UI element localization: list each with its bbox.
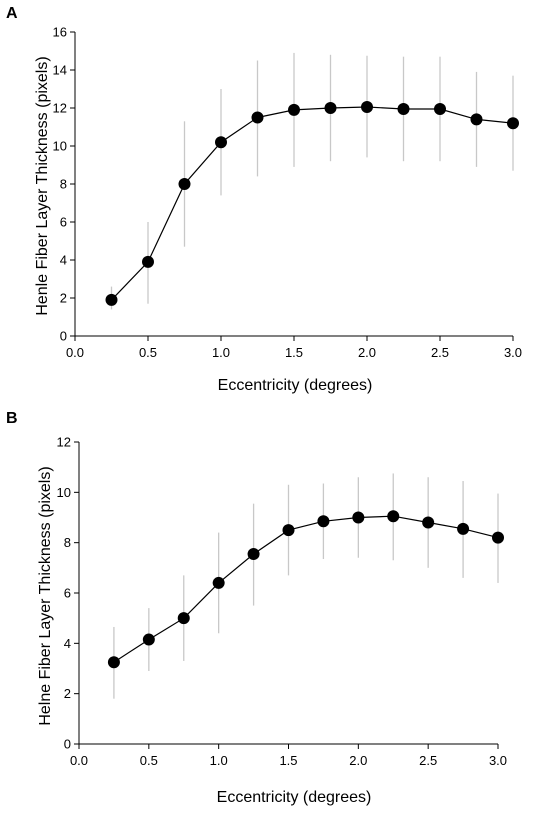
panel-b-data-point [142, 633, 155, 646]
panel-b-ticks: 0 2 4 6 8 10 12 0.0 0.5 1.0 1.5 2.0 2.5 3.0 [57, 435, 508, 769]
panel-b-y-tick-label: 8 [64, 535, 71, 550]
panel-a-data-point [178, 178, 191, 190]
panel-b-x-tick-label: 2.0 [349, 753, 367, 768]
panel-b-data-point [317, 515, 330, 528]
panel-a-y-tick-label: 0 [60, 329, 67, 344]
panel-b-data-point [247, 547, 260, 560]
panel-a-y-tick-label: 4 [60, 253, 67, 268]
panel-a-data-point [215, 136, 227, 149]
panel-b-y-tick-label: 6 [64, 586, 71, 601]
panel-a-data-point [397, 102, 410, 115]
panel-a-y-tick-label: 10 [53, 139, 67, 154]
panel-b-error-bars [113, 473, 499, 699]
panel-b-y-tick-label: 4 [64, 636, 71, 651]
panel-b-y-tick-label: 2 [64, 686, 71, 701]
panel-b-data-point [352, 511, 365, 524]
panel-b-y-tick-label: 12 [57, 435, 71, 450]
panel-b-x-tick-label: 0.0 [70, 753, 88, 768]
panel-b-x-tick-label: 1.0 [210, 753, 228, 768]
panel-a-data-point [361, 101, 373, 114]
panel-b-x-tick-label: 2.5 [419, 753, 437, 768]
panel-a-points [105, 101, 519, 306]
panel-a-x-tick-label: 3.0 [504, 345, 522, 360]
panel-a-y-tick-label: 2 [60, 291, 67, 306]
panel-a-ticks: 0 2 4 6 8 10 12 14 16 0.0 0.5 1.0 1.5 2.0 2.5 3.0 [53, 25, 523, 361]
panel-a-y-tick-label: 12 [53, 101, 67, 116]
panel-a-data-point [288, 103, 300, 116]
panel-b-data-point [387, 510, 400, 523]
panel-b-y-tick-label: 10 [57, 485, 71, 500]
panel-a-data-point [507, 117, 519, 130]
panel-a-y-tick-label: 8 [60, 177, 67, 192]
panel-b-series-line [113, 515, 499, 663]
panel-a-label: A [6, 5, 18, 22]
panel-b-y-tick-label: 0 [64, 737, 71, 752]
panel-a-x-tick-label: 1.0 [212, 345, 230, 360]
panel-b-x-tick-label: 1.5 [279, 753, 297, 768]
panel-a-data-point [105, 293, 118, 306]
panel-a-x-axis-title: Eccentricity (degrees) [218, 377, 373, 394]
panel-a-data-point [324, 102, 337, 114]
panel-b-data-point [492, 531, 504, 544]
panel-b-label: B [6, 410, 18, 427]
panel-b-data-point [282, 524, 295, 537]
panel-a-x-tick-label: 2.5 [431, 345, 449, 360]
panel-b-x-tick-label: 3.0 [489, 753, 507, 768]
panel-a-data-point [470, 113, 483, 126]
panel-a-y-tick-label: 16 [53, 25, 67, 40]
panel-a-x-tick-label: 0.0 [66, 345, 84, 360]
panel-a-x-tick-label: 0.5 [139, 345, 157, 360]
panel-b-data-point [107, 656, 120, 669]
panel-b-x-axis-title: Eccentricity (degrees) [217, 789, 372, 806]
panel-b-data-point [212, 576, 225, 589]
panel-b-points [107, 510, 504, 669]
panel-b-data-point [422, 516, 435, 529]
panel-b-x-tick-label: 0.5 [140, 753, 158, 768]
panel-b-chart: B Helne Fiber Layer Thickness (pixels) E… [6, 410, 507, 806]
panel-a-y-tick-label: 14 [53, 63, 67, 78]
panel-b-data-point [457, 522, 470, 535]
panel-a-data-point [434, 102, 446, 115]
panel-a-x-tick-label: 1.5 [285, 345, 303, 360]
panel-a-chart: A Henle Fiber Layer Thickness (pixels) E… [6, 5, 522, 394]
panel-a-y-tick-label: 6 [60, 215, 67, 230]
panel-a-data-point [251, 111, 264, 124]
panel-a-x-tick-label: 2.0 [358, 345, 376, 360]
panel-b-data-point [177, 612, 190, 625]
panel-a-series-line [111, 106, 514, 301]
panel-a-error-bars [110, 52, 514, 310]
panel-b-y-axis-title: Helne Fiber Layer Thickness (pixels) [37, 466, 54, 725]
panel-a-data-point [142, 255, 154, 268]
panel-a-y-axis-title: Henle Fiber Layer Thickness (pixels) [34, 56, 51, 315]
